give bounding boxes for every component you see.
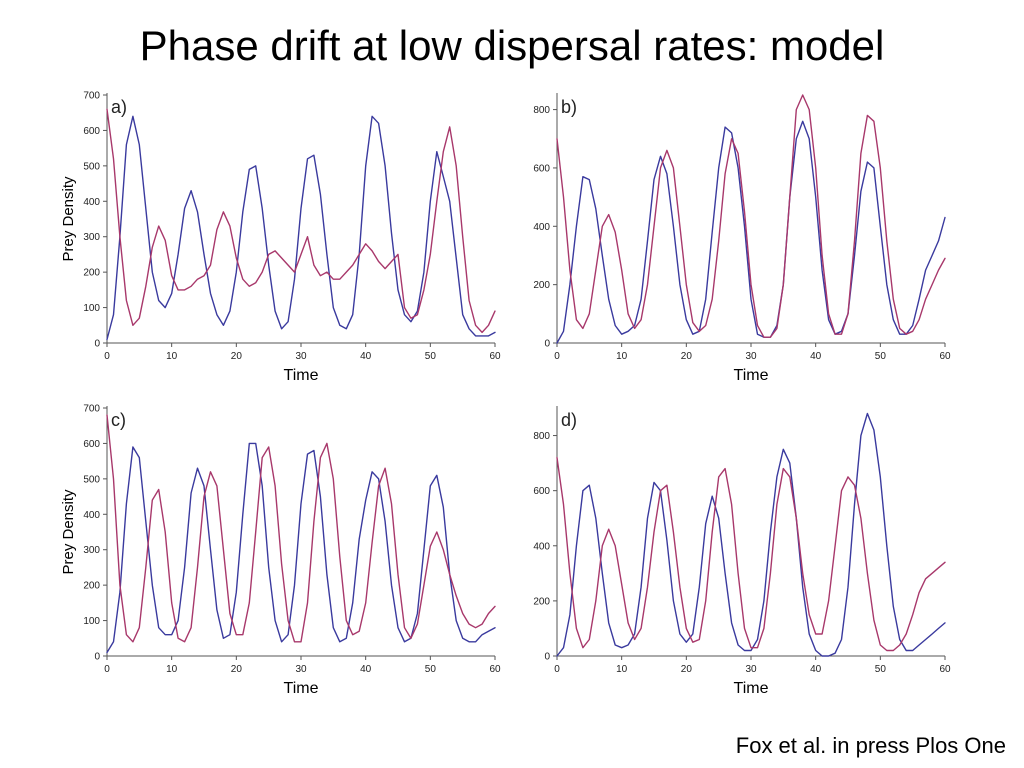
y-tick-label: 700 (83, 404, 100, 415)
x-tick-label: 0 (554, 664, 560, 675)
y-axis-label: Prey Density (60, 176, 77, 262)
y-tick-label: 0 (544, 339, 550, 350)
y-tick-label: 400 (533, 541, 550, 552)
panel-label-d: d) (561, 410, 577, 430)
y-tick-label: 0 (94, 339, 100, 350)
y-tick-label: 500 (83, 161, 100, 172)
x-tick-label: 20 (231, 664, 243, 675)
y-tick-label: 400 (83, 510, 100, 521)
series-line-red (556, 456, 946, 652)
x-axis-label: Time (734, 680, 769, 697)
y-tick-label: 600 (533, 163, 550, 174)
y-tick-label: 0 (544, 652, 550, 663)
y-tick-label: 200 (533, 596, 550, 607)
series-line-blue (556, 412, 946, 657)
panel-label-c: c) (111, 410, 126, 430)
x-tick-label: 40 (360, 664, 372, 675)
series-line-blue (106, 115, 496, 341)
x-tick-label: 30 (745, 664, 757, 675)
y-tick-label: 800 (533, 431, 550, 442)
y-tick-label: 300 (83, 232, 100, 243)
y-tick-label: 600 (83, 439, 100, 450)
x-tick-label: 10 (166, 351, 178, 362)
x-tick-label: 40 (810, 664, 822, 675)
y-tick-label: 200 (83, 268, 100, 279)
series-line-red (106, 108, 496, 334)
y-tick-label: 300 (83, 545, 100, 556)
x-axis-label: Time (734, 367, 769, 384)
x-tick-label: 50 (875, 351, 887, 362)
x-axis-label: Time (284, 680, 319, 697)
y-tick-label: 100 (83, 616, 100, 627)
series-line-red (106, 414, 496, 643)
x-tick-label: 0 (104, 664, 110, 675)
x-tick-label: 10 (616, 664, 628, 675)
x-tick-label: 50 (425, 351, 437, 362)
y-tick-label: 700 (83, 91, 100, 102)
y-tick-label: 200 (533, 280, 550, 291)
x-tick-label: 30 (745, 351, 757, 362)
chart-panel-d: 0 200 400 600 800 0 10 20 30 40 50 60 Time d) (533, 406, 951, 697)
y-tick-label: 400 (83, 197, 100, 208)
y-axis-label: Prey Density (60, 489, 77, 575)
x-tick-label: 20 (681, 664, 693, 675)
x-tick-label: 10 (616, 351, 628, 362)
chart-panel-a: 0 100 200 300 400 500 600 700 0 10 20 30 40 50 60 Time P… (60, 91, 501, 385)
x-tick-label: 20 (681, 351, 693, 362)
y-tick-label: 600 (83, 126, 100, 137)
x-tick-label: 40 (360, 351, 372, 362)
x-tick-label: 10 (166, 664, 178, 675)
panel-label-a: a) (111, 97, 127, 117)
chart-panel-c: 0 100 200 300 400 500 600 700 0 10 20 30 40 50 60 Time P… (60, 404, 501, 698)
y-tick-label: 100 (83, 303, 100, 314)
x-tick-label: 60 (939, 351, 951, 362)
x-tick-label: 60 (489, 351, 501, 362)
panel-label-b: b) (561, 97, 577, 117)
series-line-red (556, 94, 946, 338)
series-line-blue (556, 120, 946, 344)
x-tick-label: 20 (231, 351, 243, 362)
citation: Fox et al. in press Plos One (735, 733, 1006, 758)
y-tick-label: 0 (94, 652, 100, 663)
x-tick-label: 50 (425, 664, 437, 675)
y-tick-label: 600 (533, 486, 550, 497)
slide-title: Phase drift at low dispersal rates: mode… (139, 22, 885, 69)
x-tick-label: 50 (875, 664, 887, 675)
y-tick-label: 800 (533, 105, 550, 116)
x-tick-label: 30 (295, 664, 307, 675)
y-tick-label: 500 (83, 474, 100, 485)
x-tick-label: 30 (295, 351, 307, 362)
x-tick-label: 0 (104, 351, 110, 362)
x-tick-label: 40 (810, 351, 822, 362)
x-tick-label: 60 (939, 664, 951, 675)
y-tick-label: 200 (83, 581, 100, 592)
y-tick-label: 400 (533, 222, 550, 233)
series-line-blue (106, 442, 496, 654)
x-tick-label: 60 (489, 664, 501, 675)
chart-panel-b: 0 200 400 600 800 0 10 20 30 40 50 60 Time b) (533, 93, 951, 384)
x-tick-label: 0 (554, 351, 560, 362)
x-axis-label: Time (284, 367, 319, 384)
